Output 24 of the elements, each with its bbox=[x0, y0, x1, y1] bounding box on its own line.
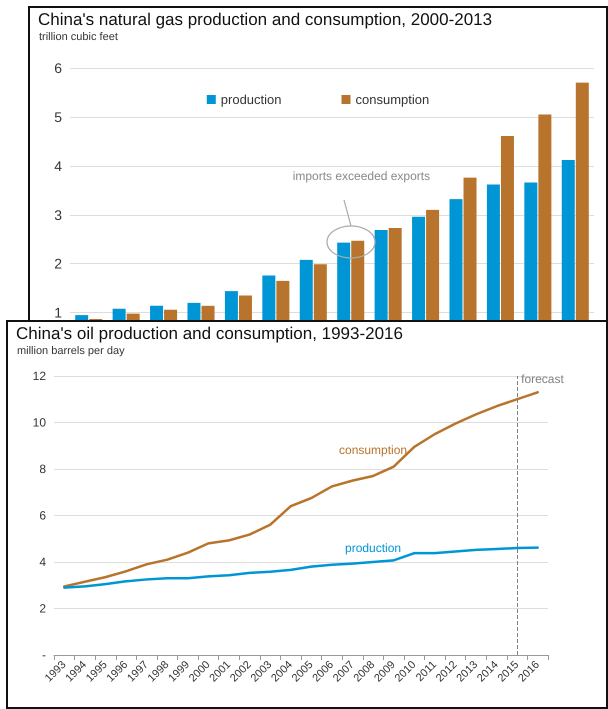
chart-title: China's natural gas production and consumption, 2000-2013 bbox=[38, 10, 492, 30]
y-tick-label: 6 bbox=[54, 60, 62, 76]
series-label: production bbox=[345, 541, 402, 555]
y-tick-label: 5 bbox=[54, 108, 62, 125]
y-tick-label: 3 bbox=[54, 206, 62, 223]
y-tick-label: 10 bbox=[32, 416, 46, 430]
chart-subtitle: million barrels per day bbox=[17, 345, 125, 357]
legend-label: production bbox=[220, 92, 282, 107]
chart-title: China's oil production and consumption, 1993-2016 bbox=[16, 324, 403, 344]
y-tick-label: 2 bbox=[54, 256, 62, 272]
legend-label: consumption bbox=[356, 92, 430, 107]
y-tick-label: 6 bbox=[39, 508, 46, 522]
chart-subtitle: trillion cubic feet bbox=[39, 31, 118, 43]
y-tick-label: 12 bbox=[32, 369, 46, 383]
y-tick-label: - bbox=[42, 648, 46, 662]
y-tick-label: 4 bbox=[54, 158, 62, 174]
line-series bbox=[63, 391, 539, 588]
y-tick-label: 8 bbox=[39, 462, 46, 476]
y-tick-label: 2 bbox=[39, 602, 46, 616]
series-label: consumption bbox=[339, 442, 408, 457]
annotation: imports exceeded exports bbox=[292, 168, 430, 183]
ref-line-label: forecast bbox=[521, 372, 564, 386]
y-tick-label: 1 bbox=[54, 304, 62, 321]
y-tick-label: 4 bbox=[39, 555, 46, 569]
